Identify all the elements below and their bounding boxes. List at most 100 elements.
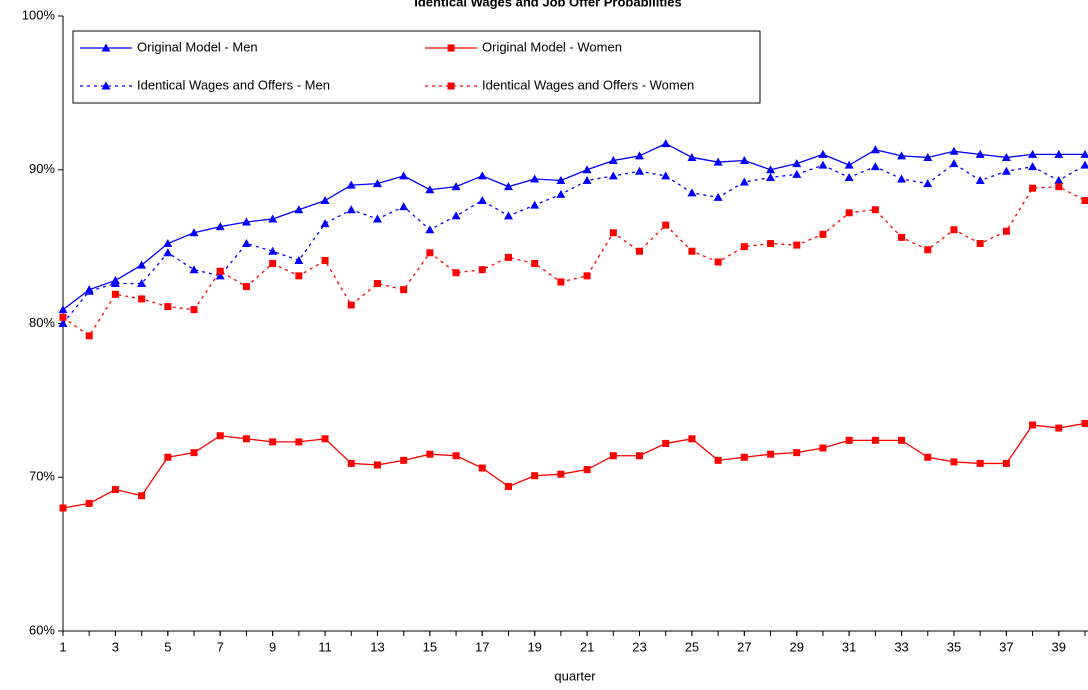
marker (190, 449, 198, 457)
marker (372, 214, 382, 223)
marker (400, 456, 408, 464)
marker (138, 492, 146, 500)
marker (269, 260, 277, 268)
marker (295, 272, 303, 280)
marker (294, 205, 304, 214)
x-tick-label: 13 (370, 639, 384, 654)
marker (215, 271, 225, 280)
marker (767, 450, 775, 458)
marker (1028, 162, 1038, 171)
marker (845, 436, 853, 444)
marker (688, 435, 696, 443)
marker (766, 165, 776, 174)
line (62, 186, 1086, 337)
line (62, 142, 1085, 311)
marker (739, 177, 749, 186)
marker (740, 453, 748, 461)
x-tick-label: 21 (580, 639, 594, 654)
marker (478, 266, 486, 274)
marker (739, 156, 749, 165)
x-tick-label: 15 (423, 639, 437, 654)
marker (216, 267, 224, 275)
legend: Original Model - Men Original Model - Wom… (72, 30, 761, 104)
marker (164, 453, 172, 461)
legend-label: Identical Wages and Offers - Women (482, 77, 694, 92)
marker (818, 160, 828, 169)
marker (477, 171, 487, 180)
marker (1002, 227, 1010, 235)
marker (714, 456, 722, 464)
marker (268, 214, 278, 223)
marker (400, 286, 408, 294)
marker (531, 472, 539, 480)
marker (59, 504, 67, 512)
x-tick-label: 37 (999, 639, 1013, 654)
marker (1080, 149, 1088, 158)
legend-box (72, 30, 761, 104)
marker (897, 151, 907, 160)
marker (766, 172, 776, 181)
marker (216, 432, 224, 440)
marker (1029, 184, 1037, 192)
marker (347, 459, 355, 467)
marker (897, 174, 907, 183)
marker (295, 438, 303, 446)
marker (870, 162, 880, 171)
marker (190, 306, 198, 314)
marker (1029, 421, 1037, 429)
y-tick-label: 90% (29, 161, 55, 176)
marker (792, 169, 802, 178)
marker (975, 149, 985, 158)
marker (924, 246, 932, 254)
marker (740, 243, 748, 251)
marker (793, 241, 801, 249)
x-tick-label: 3 (112, 639, 119, 654)
marker (530, 200, 540, 209)
marker (557, 278, 565, 286)
marker (819, 444, 827, 452)
marker (241, 217, 251, 226)
marker (452, 452, 460, 460)
marker (320, 196, 330, 204)
marker (373, 461, 381, 469)
marker (111, 290, 119, 298)
marker (242, 283, 250, 291)
marker (662, 221, 670, 229)
marker (924, 453, 932, 461)
marker (976, 240, 984, 248)
marker (1001, 166, 1011, 175)
marker (530, 174, 540, 183)
marker (767, 240, 775, 248)
marker (870, 145, 880, 154)
marker (976, 459, 984, 467)
marker (923, 179, 933, 188)
marker (503, 182, 513, 191)
line (62, 162, 1086, 324)
x-tick-label: 23 (632, 639, 646, 654)
marker (1028, 149, 1038, 158)
y-tick-label: 100% (22, 7, 56, 22)
marker (101, 81, 111, 90)
marker (636, 452, 644, 460)
marker (425, 185, 435, 194)
marker (949, 146, 959, 155)
legend-label: Identical Wages and Offers - Men (137, 77, 330, 92)
x-tick-label: 35 (947, 639, 961, 654)
marker (452, 269, 460, 277)
marker (110, 279, 120, 288)
x-tick-label: 39 (1052, 639, 1066, 654)
x-tick-label: 33 (894, 639, 908, 654)
marker (950, 458, 958, 466)
marker (871, 436, 879, 444)
y-tick-label: 60% (29, 622, 55, 637)
marker (844, 160, 854, 169)
marker (346, 180, 356, 189)
marker (101, 43, 111, 52)
x-axis-label: quarter (554, 668, 596, 683)
marker (503, 211, 513, 220)
marker (347, 301, 355, 309)
marker (372, 179, 382, 188)
marker (793, 449, 801, 457)
marker (898, 436, 906, 444)
